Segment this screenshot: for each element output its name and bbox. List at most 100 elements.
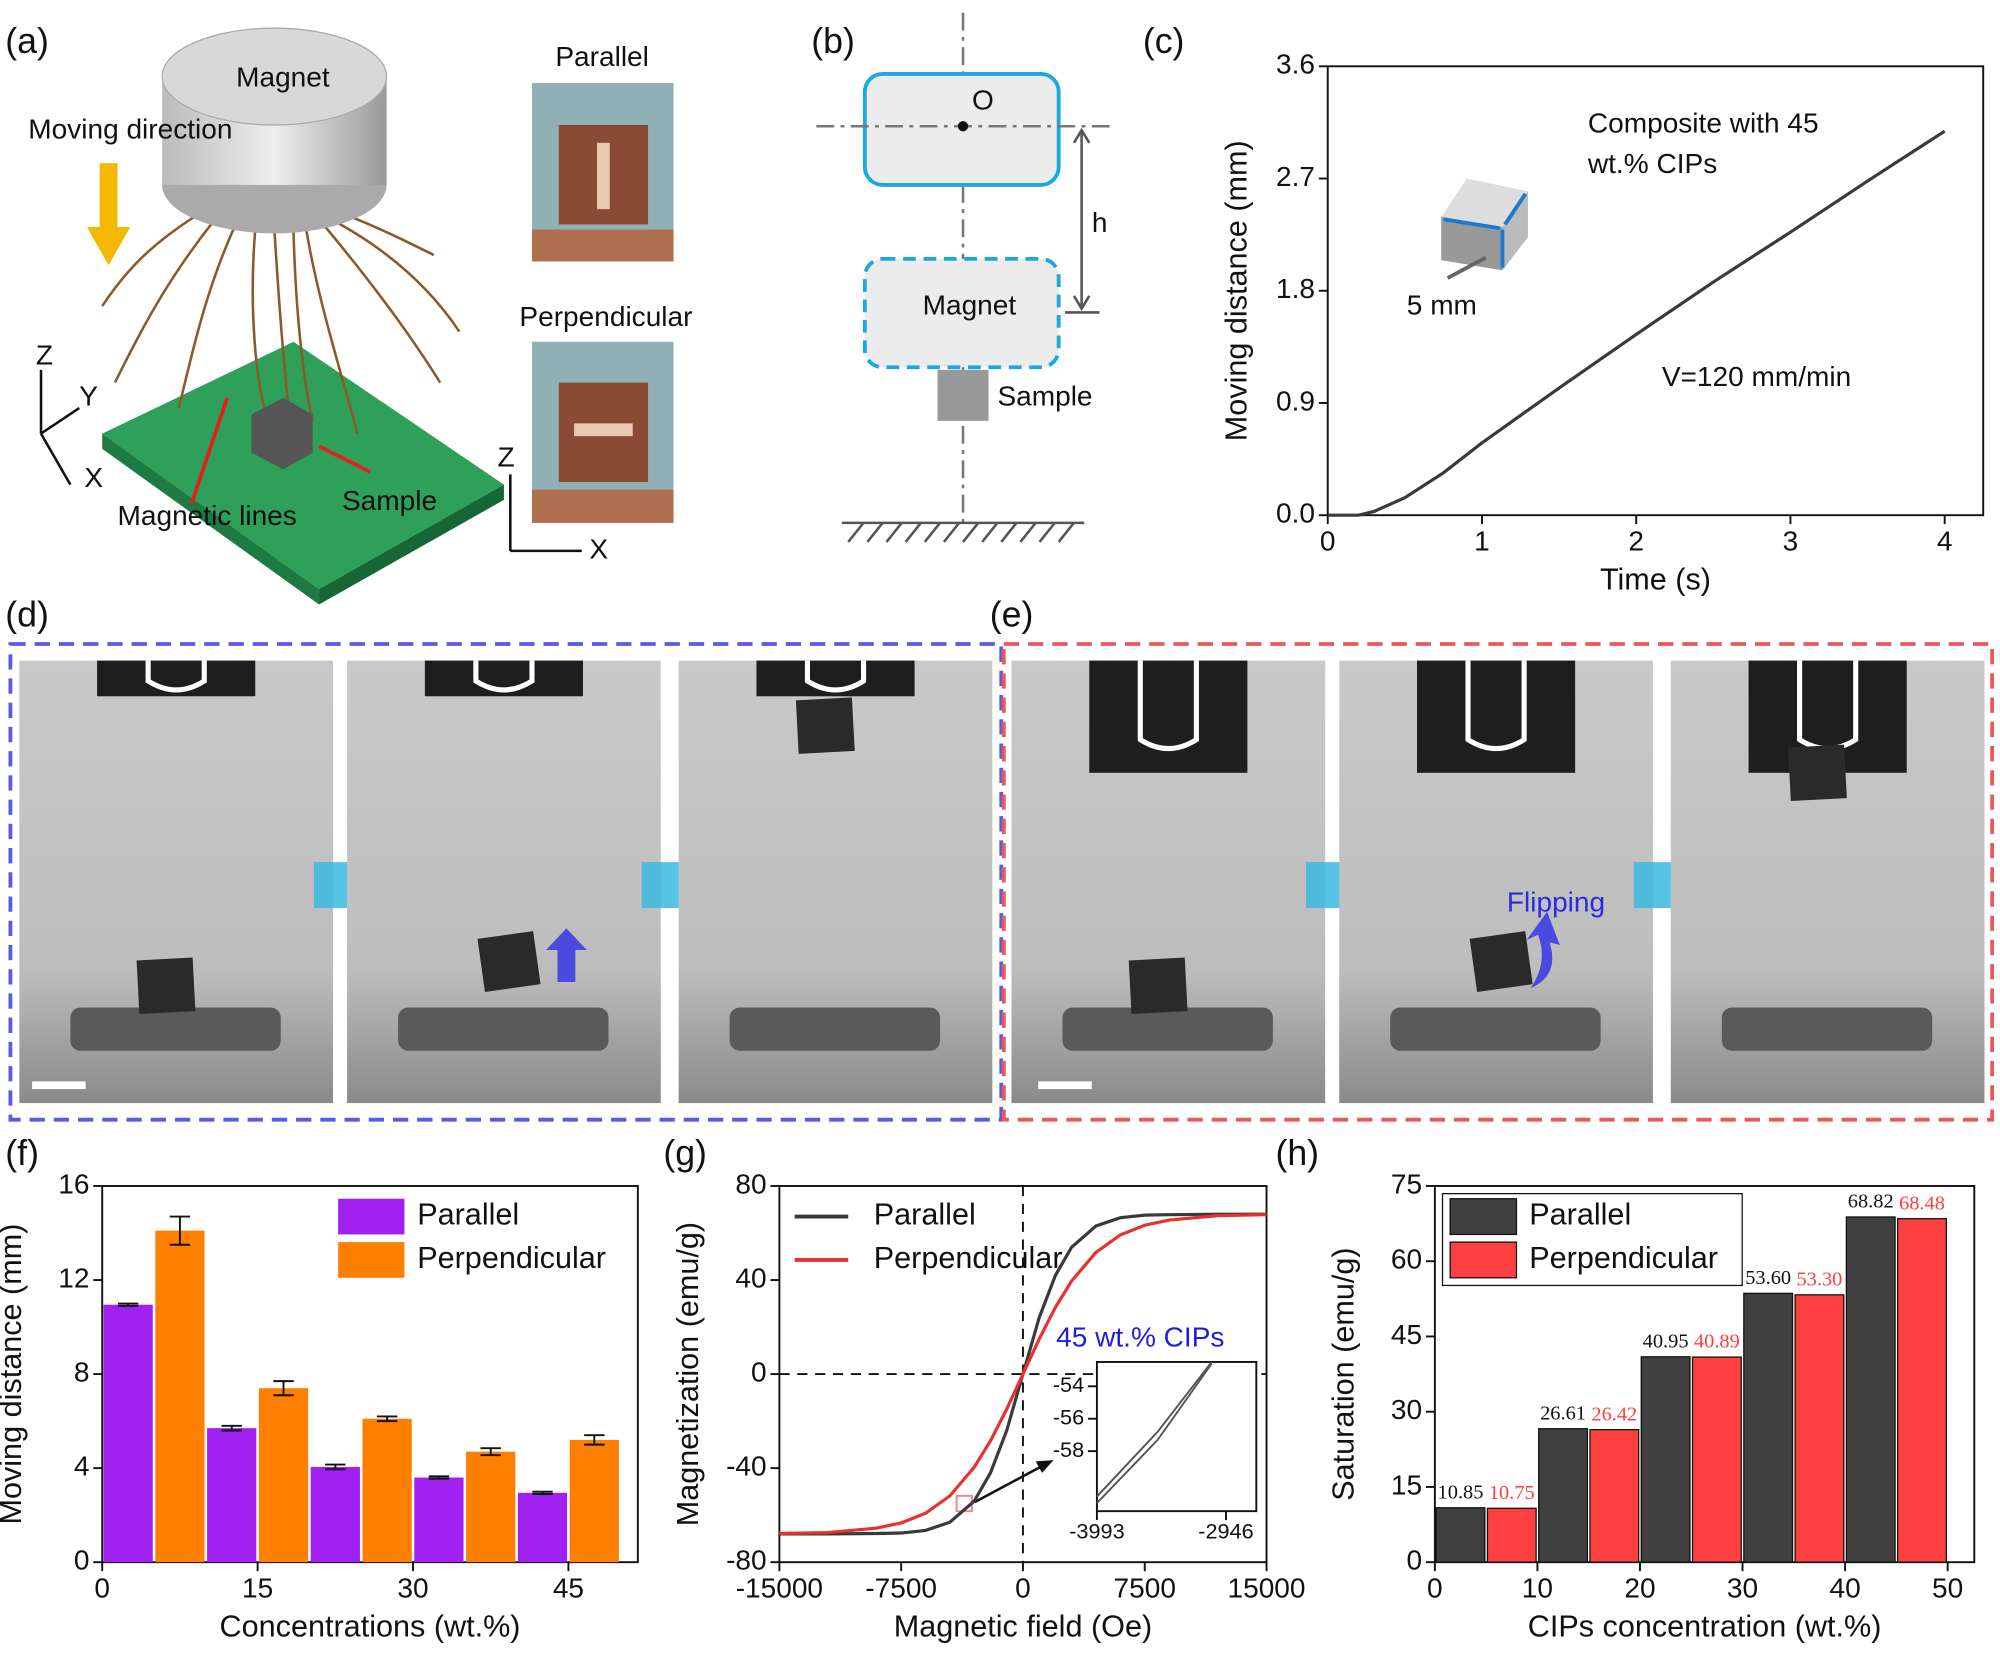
label: O: [972, 84, 994, 115]
value-label: 53.30: [1796, 1268, 1842, 1290]
x-tick-label: 15000: [1228, 1573, 1306, 1604]
scale-bar: [32, 1081, 86, 1090]
cube-icon: [1441, 178, 1528, 280]
bar: [103, 1304, 153, 1563]
bar: [517, 1492, 568, 1563]
magnet: [1089, 660, 1248, 773]
line: [1096, 1363, 1213, 1504]
arrow: [86, 226, 131, 266]
magnet-box: [862, 256, 1061, 370]
axes-icon: [509, 474, 582, 553]
plot-frame: [1095, 1361, 1258, 1513]
x-tick-label: 30: [397, 1573, 428, 1604]
platform: [1721, 1007, 1933, 1051]
chart: -3993 -2946 -54 -56 -58: [1053, 1361, 1258, 1544]
legend-label: Perpendicular: [417, 1241, 606, 1275]
sample: [795, 697, 855, 754]
panel-label: (h): [1275, 1133, 1319, 1173]
bar: [1896, 1218, 1947, 1563]
bar: [1743, 1292, 1794, 1563]
panel-a: Magnet Moving direction Z Y X Magnetic l…: [28, 27, 692, 605]
line: [779, 1213, 1267, 1536]
photo-frames: [19, 660, 1985, 1104]
platform: [1390, 1007, 1601, 1051]
x-tick-label: 10: [1522, 1573, 1553, 1604]
sample: [1128, 957, 1188, 1014]
x-axis-label: Magnetic field (Oe): [894, 1610, 1152, 1644]
x-tick-label: 4: [1937, 526, 1953, 557]
x-tick-label: 0: [1015, 1573, 1031, 1604]
y-tick-label: -58: [1053, 1437, 1084, 1462]
label: Sample: [342, 485, 437, 516]
magnet-highlight: [1137, 660, 1199, 752]
platform: [70, 1007, 281, 1051]
error-bar: [584, 1434, 605, 1446]
bar: [362, 1418, 412, 1563]
label: X: [589, 533, 608, 564]
x-tick-label: -2946: [1198, 1519, 1253, 1544]
x-tick-label: 40: [1829, 1573, 1860, 1604]
magnet-highlight: [145, 660, 207, 693]
bar: [155, 1230, 205, 1563]
y-tick-label: 40: [735, 1262, 766, 1293]
scale-bar: [1038, 1081, 1092, 1090]
panel-label: (e): [990, 595, 1034, 635]
plate-edge: [102, 433, 320, 605]
y-tick-label: 16: [58, 1168, 89, 1199]
magnet-highlight: [804, 660, 867, 693]
photo-base: [531, 489, 674, 523]
y-tick-label: -56: [1053, 1404, 1084, 1429]
y-tick-label: 75: [1391, 1168, 1422, 1199]
panel-labels: (a) (b) (c) (d) (e) (f) (g) (h): [5, 21, 1319, 1173]
bar: [207, 1428, 257, 1563]
label: Moving direction: [28, 114, 232, 145]
sample: [136, 957, 196, 1014]
label: Flipping: [1507, 887, 1605, 918]
chart: 0 15 30 45 0 4 8 12 16 Concentrations (wt.%) Movin…: [0, 1168, 639, 1644]
y-tick-label: 30: [1391, 1394, 1422, 1425]
line: [1327, 129, 1946, 517]
value-label: 10.85: [1438, 1481, 1484, 1503]
x-tick-label: -15000: [736, 1573, 823, 1604]
y-tick-label: 8: [74, 1356, 90, 1387]
chart: -15000 -7500 0 7500 15000 -80 -40 0 40 80 Magnetic…: [671, 1168, 1305, 1643]
x-tick-label: 20: [1624, 1573, 1655, 1604]
bar: [1486, 1507, 1537, 1563]
legend-label: Parallel: [874, 1198, 976, 1232]
axes-icon: [39, 369, 80, 486]
annotation: 5 mm: [1407, 290, 1477, 321]
x-tick-label: 15: [242, 1573, 273, 1604]
pointer-arrows: [189, 397, 371, 505]
magnet-top: [161, 27, 388, 126]
bar: [1538, 1428, 1589, 1563]
bar: [569, 1439, 619, 1563]
x-tick-label: 1: [1474, 526, 1490, 557]
legend-label: Perpendicular: [874, 1241, 1063, 1275]
label: Magnet: [236, 61, 330, 92]
label: Z: [36, 339, 53, 370]
x-tick-label: 0: [94, 1573, 110, 1604]
bar: [310, 1466, 360, 1563]
value-label: 40.95: [1643, 1330, 1689, 1352]
y-tick-label: -54: [1053, 1372, 1084, 1397]
y-tick-label: -40: [726, 1451, 767, 1482]
magnet-highlight: [473, 660, 535, 693]
y-axis-label: Moving distance (mm): [1220, 140, 1254, 441]
panel-label: (d): [5, 595, 49, 635]
chart: 0 10 20 30 40 50 0 15 30 45 60 75 CIPs concentration…: [1327, 1168, 1976, 1644]
y-tick-label: 0: [751, 1356, 767, 1387]
sample-cube: [251, 397, 313, 470]
legend-swatch: [1449, 1198, 1518, 1236]
y-axis-label: Magnetization (emu/g): [671, 1222, 705, 1526]
x-tick-label: -7500: [865, 1573, 937, 1604]
frame-border: [1001, 642, 1995, 1122]
bar: [1589, 1429, 1640, 1563]
magnet-highlight: [1465, 660, 1527, 752]
legend-label: Perpendicular: [1529, 1241, 1718, 1275]
y-tick-label: 0.0: [1276, 498, 1315, 529]
bar: [258, 1388, 309, 1563]
y-tick-label: 80: [735, 1168, 766, 1199]
y-tick-label: 12: [58, 1262, 89, 1293]
value-label: 68.48: [1899, 1192, 1945, 1214]
y-tick-label: 15: [1391, 1469, 1422, 1500]
